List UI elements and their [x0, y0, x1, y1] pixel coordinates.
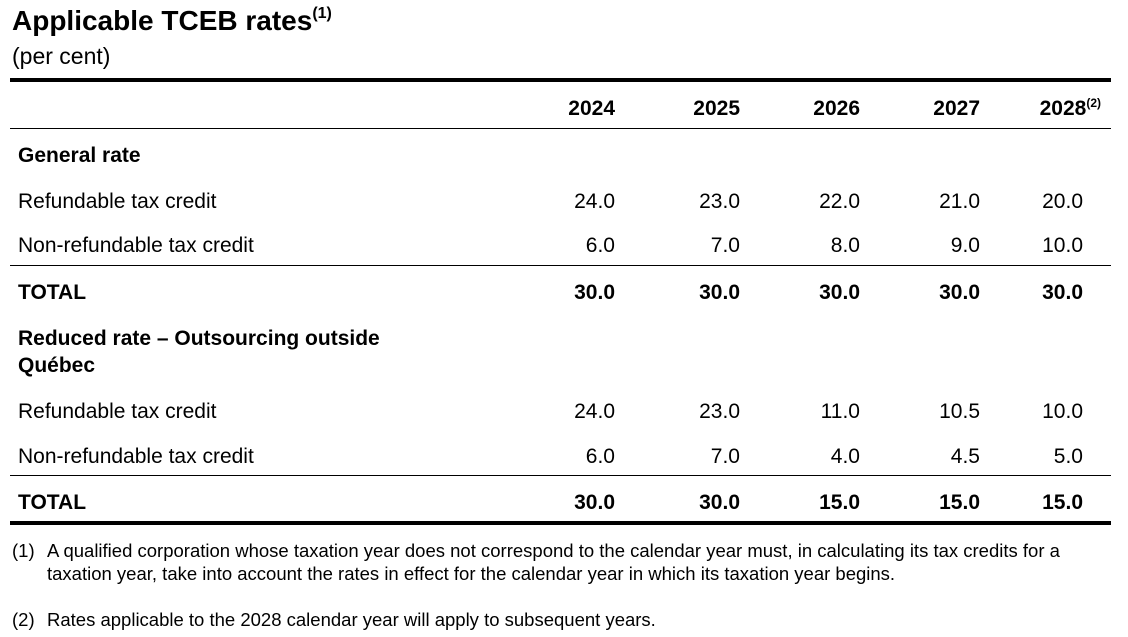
total-cell: 15.0	[1042, 491, 1083, 514]
total-cell: 15.0	[819, 491, 860, 514]
column-header-2027: 2027	[933, 97, 980, 120]
table-cell: 6.0	[585, 445, 615, 468]
table-subtitle: (per cent)	[12, 43, 111, 69]
table-cell: 5.0	[1053, 445, 1083, 468]
row-label: Non-refundable tax credit	[18, 234, 254, 257]
table-cell: 4.0	[830, 445, 860, 468]
table-cell: 10.0	[1042, 400, 1083, 423]
total-cell: 30.0	[699, 491, 740, 514]
column-header-2028-footnote-ref: (2)	[1086, 96, 1101, 110]
footnote-2-marker: (2)	[12, 609, 35, 630]
total-label: TOTAL	[18, 281, 87, 304]
total-cell: 30.0	[699, 281, 740, 304]
table-cell: 22.0	[819, 190, 860, 213]
table-title: Applicable TCEB rates(1)	[12, 4, 332, 38]
table-cell: 23.0	[699, 190, 740, 213]
total-rule	[10, 265, 1111, 266]
total-rule	[10, 475, 1111, 476]
table-cell: 10.5	[939, 400, 980, 423]
table-cell: 10.0	[1042, 234, 1083, 257]
table-cell: 6.0	[585, 234, 615, 257]
table-cell: 21.0	[939, 190, 980, 213]
table-cell: 11.0	[820, 400, 860, 423]
table-cell: 4.5	[950, 445, 980, 468]
row-label: Refundable tax credit	[18, 190, 217, 213]
total-cell: 15.0	[939, 491, 980, 514]
table-cell: 7.0	[710, 234, 740, 257]
table-cell: 24.0	[574, 190, 615, 213]
footnote-2-text: Rates applicable to the 2028 calendar ye…	[47, 609, 656, 630]
total-cell: 30.0	[939, 281, 980, 304]
total-cell: 30.0	[819, 281, 860, 304]
table-top-rule	[10, 78, 1111, 82]
total-label: TOTAL	[18, 491, 87, 514]
table-cell: 23.0	[699, 400, 740, 423]
column-header-2028-text: 2028	[1039, 97, 1087, 120]
total-cell: 30.0	[1042, 281, 1083, 304]
table-cell: 7.0	[710, 445, 740, 468]
row-label: Refundable tax credit	[18, 400, 217, 423]
footnote-1-text: A qualified corporation whose taxation y…	[47, 540, 1060, 584]
section-heading-reduced-rate: Reduced rate – Outsourcing outside	[18, 327, 380, 350]
table-title-text: Applicable TCEB rates	[12, 5, 313, 36]
table-cell: 9.0	[950, 234, 980, 257]
total-cell: 30.0	[574, 281, 615, 304]
column-header-2025: 2025	[693, 97, 740, 120]
column-header-2028: 2028(2)	[1001, 96, 1101, 122]
column-header-2026: 2026	[813, 97, 860, 120]
footnote-1-marker: (1)	[12, 540, 35, 561]
table-cell: 8.0	[830, 234, 860, 257]
title-footnote-ref: (1)	[312, 5, 332, 22]
table-bottom-rule	[10, 521, 1111, 525]
section-heading-general-rate: General rate	[18, 144, 141, 167]
table-cell: 24.0	[574, 400, 615, 423]
row-label: Non-refundable tax credit	[18, 445, 254, 468]
header-rule	[10, 128, 1111, 129]
table-cell: 20.0	[1042, 190, 1083, 213]
footnote-2: (2) Rates applicable to the 2028 calenda…	[12, 608, 1112, 631]
total-cell: 30.0	[574, 491, 615, 514]
column-header-2024: 2024	[568, 97, 615, 120]
section-heading-reduced-rate-line2: Québec	[18, 354, 96, 377]
footnote-1: (1) A qualified corporation whose taxati…	[12, 539, 1112, 585]
